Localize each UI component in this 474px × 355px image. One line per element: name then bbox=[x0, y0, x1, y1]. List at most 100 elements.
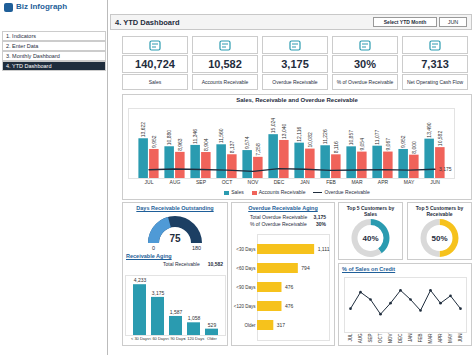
svg-text:AUG: AUG bbox=[358, 333, 363, 343]
svg-text:794: 794 bbox=[301, 265, 310, 271]
svg-text:10,880: 10,880 bbox=[166, 130, 172, 146]
html-text:% of Overdue Receivable: % of Overdue Receivable bbox=[336, 79, 394, 85]
svg-text:7,258: 7,258 bbox=[255, 143, 261, 156]
svg-text:3,175: 3,175 bbox=[152, 290, 165, 296]
svg-text:8,904: 8,904 bbox=[203, 138, 209, 151]
svg-text:OCT: OCT bbox=[222, 179, 233, 185]
svg-text:9,054: 9,054 bbox=[359, 138, 365, 151]
svg-text:FEB: FEB bbox=[326, 179, 336, 185]
html-text:10,582: 10,582 bbox=[208, 58, 242, 70]
svg-text:10,582: 10,582 bbox=[437, 131, 443, 147]
svg-text:NOV: NOV bbox=[388, 334, 393, 344]
svg-text:75: 75 bbox=[169, 233, 181, 244]
svg-text:DEC: DEC bbox=[398, 333, 403, 343]
svg-text:< 120 Days: < 120 Days bbox=[184, 336, 204, 341]
svg-text:10,857: 10,857 bbox=[348, 130, 354, 146]
html-text:7,313: 7,313 bbox=[421, 58, 449, 70]
svg-text:50%: 50% bbox=[431, 234, 447, 243]
svg-text:<30 Days: <30 Days bbox=[236, 247, 256, 252]
html-text:Biz Infograph: Biz Infograph bbox=[16, 2, 68, 11]
html-text:3,175: 3,175 bbox=[281, 58, 309, 70]
svg-text:1,111: 1,111 bbox=[318, 246, 330, 252]
svg-text:13,490: 13,490 bbox=[426, 122, 432, 138]
svg-text:529: 529 bbox=[208, 322, 217, 328]
html-text:30%: 30% bbox=[354, 58, 376, 70]
svg-text:9,574: 9,574 bbox=[244, 136, 250, 149]
svg-text:1,587: 1,587 bbox=[170, 309, 183, 315]
html-text:Net Operating Cash Flow: Net Operating Cash Flow bbox=[406, 79, 464, 85]
html-text:Select YTD Month: Select YTD Month bbox=[383, 19, 427, 25]
html-text:Sales: Sales bbox=[231, 189, 244, 195]
svg-text:JAN: JAN bbox=[408, 334, 413, 343]
svg-text:10,082: 10,082 bbox=[307, 132, 313, 148]
svg-text:AUG: AUG bbox=[170, 179, 181, 185]
svg-text:JAN: JAN bbox=[300, 179, 310, 185]
svg-text:JUL: JUL bbox=[145, 179, 154, 185]
svg-text:JUN: JUN bbox=[430, 179, 440, 185]
svg-text:13,622: 13,622 bbox=[140, 122, 146, 138]
html-text:4. YTD Dashboard: 4. YTD Dashboard bbox=[6, 63, 52, 69]
svg-text:476: 476 bbox=[285, 303, 294, 309]
svg-text:MAR: MAR bbox=[351, 179, 363, 185]
svg-text:11,560: 11,560 bbox=[218, 128, 224, 143]
svg-text:4,233: 4,233 bbox=[134, 277, 147, 283]
html-text:Top 5 Customers by Sales: Top 5 Customers by Sales bbox=[346, 205, 395, 217]
svg-text:11,346: 11,346 bbox=[192, 129, 198, 144]
svg-text:APR: APR bbox=[378, 179, 389, 185]
svg-text:<90 Days: <90 Days bbox=[236, 285, 256, 290]
svg-text:MAR: MAR bbox=[428, 333, 433, 344]
svg-text:9,952: 9,952 bbox=[151, 135, 157, 148]
svg-text:MAY: MAY bbox=[448, 334, 453, 343]
html-text:JUN: JUN bbox=[447, 19, 459, 25]
svg-text:180: 180 bbox=[192, 245, 201, 251]
html-text:Overdue Receivable: Overdue Receivable bbox=[324, 189, 370, 195]
html-text:Accounts Receivable: Accounts Receivable bbox=[258, 189, 306, 195]
html-text:Accounts Receivable: Accounts Receivable bbox=[201, 79, 249, 85]
svg-text:SEP: SEP bbox=[196, 179, 207, 185]
html-text:2. Enter Data: 2. Enter Data bbox=[6, 43, 39, 49]
svg-text:8,116: 8,116 bbox=[333, 141, 339, 153]
svg-text:<60 Days: <60 Days bbox=[236, 266, 256, 271]
svg-text:0: 0 bbox=[152, 245, 155, 251]
html-text:140,724: 140,724 bbox=[135, 58, 175, 70]
svg-text:< 60 Days: < 60 Days bbox=[149, 336, 167, 341]
svg-text:476: 476 bbox=[285, 284, 294, 290]
svg-text:JUN: JUN bbox=[458, 334, 463, 343]
html-text:4. YTD Dashboard: 4. YTD Dashboard bbox=[115, 18, 180, 27]
svg-text:8,000: 8,000 bbox=[411, 141, 417, 154]
svg-text:Older: Older bbox=[207, 336, 217, 341]
html-text:Days Receivable Outstanding: Days Receivable Outstanding bbox=[136, 205, 214, 211]
html-text:Sales, Receivable and Overdue: Sales, Receivable and Overdue Receivable bbox=[236, 97, 358, 103]
svg-text:317: 317 bbox=[277, 322, 286, 328]
html-text:Receivable Aging: Receivable Aging bbox=[126, 253, 172, 259]
svg-text:OCT: OCT bbox=[378, 333, 383, 343]
html-text:Sales: Sales bbox=[148, 79, 162, 85]
svg-text:9,067: 9,067 bbox=[385, 138, 391, 151]
svg-text:< 90 Days: < 90 Days bbox=[167, 336, 185, 341]
svg-text:40%: 40% bbox=[362, 234, 378, 243]
svg-text:MAY: MAY bbox=[404, 179, 415, 185]
svg-text:11,226: 11,226 bbox=[322, 129, 328, 144]
svg-text:9,952: 9,952 bbox=[400, 135, 406, 148]
svg-text:8,137: 8,137 bbox=[229, 141, 235, 154]
svg-text:3,175: 3,175 bbox=[439, 166, 452, 172]
svg-text:FEB: FEB bbox=[418, 334, 423, 343]
svg-text:15,024: 15,024 bbox=[270, 118, 276, 134]
html-text:3. Monthly Dashboard: 3. Monthly Dashboard bbox=[6, 53, 60, 59]
svg-text:8,963: 8,963 bbox=[177, 138, 183, 151]
html-text:Overdue Receivable: Overdue Receivable bbox=[272, 79, 318, 85]
svg-text:DEC: DEC bbox=[274, 179, 285, 185]
svg-text:13,040: 13,040 bbox=[281, 123, 287, 139]
svg-text:<120 Days: <120 Days bbox=[234, 304, 256, 309]
svg-text:< 30 Days: < 30 Days bbox=[131, 336, 149, 341]
html-text:1. Indicators: 1. Indicators bbox=[6, 33, 36, 39]
svg-text:NOV: NOV bbox=[248, 179, 260, 185]
svg-text:12,116: 12,116 bbox=[296, 127, 302, 142]
svg-text:JUL: JUL bbox=[348, 333, 353, 341]
html-text:Top 5 Customers by Receivable: Top 5 Customers by Receivable bbox=[415, 205, 464, 217]
svg-text:Older: Older bbox=[244, 323, 256, 328]
svg-text:APR: APR bbox=[438, 333, 443, 343]
svg-text:SEP: SEP bbox=[368, 334, 373, 343]
svg-text:11,077: 11,077 bbox=[374, 130, 380, 145]
svg-text:1,058: 1,058 bbox=[188, 315, 201, 321]
